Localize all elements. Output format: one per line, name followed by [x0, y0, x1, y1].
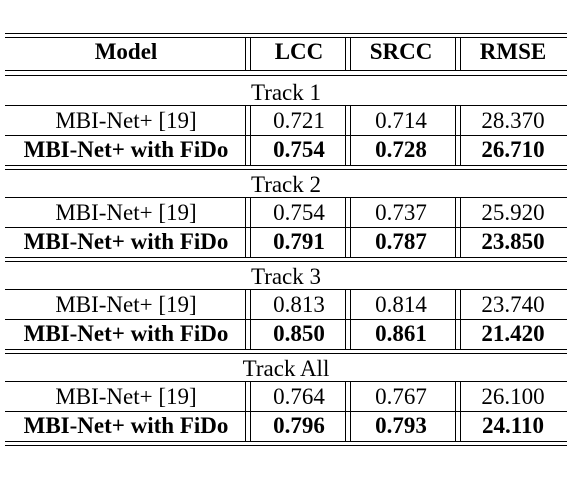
track-rule: [5, 165, 567, 167]
row-srcc: 0.793: [375, 413, 427, 438]
row-model: MBI-Net+ with FiDo: [23, 137, 229, 162]
row-model: MBI-Net+ with FiDo: [23, 413, 229, 438]
track-label: Track 1: [250, 80, 322, 105]
row-lcc: 0.721: [273, 108, 325, 133]
header-lcc: LCC: [274, 39, 324, 64]
row-lcc: 0.796: [273, 413, 325, 438]
row-srcc: 0.861: [375, 321, 427, 346]
row-lcc: 0.850: [273, 321, 325, 346]
top-rule: [5, 33, 567, 35]
row-srcc: 0.714: [375, 108, 427, 133]
row-rmse: 23.850: [481, 229, 545, 254]
track-rule: [5, 261, 567, 263]
row-model: MBI-Net+ with FiDo: [23, 321, 229, 346]
row-lcc: 0.813: [273, 292, 325, 317]
row-model: MBI-Net+ [19]: [55, 108, 197, 133]
row-lcc: 0.754: [273, 137, 325, 162]
track-rule: [5, 169, 567, 171]
track-label-rule: [5, 289, 567, 291]
header-rmse: RMSE: [479, 39, 547, 64]
track-rule: [5, 349, 567, 351]
row-rmse: 21.420: [481, 321, 545, 346]
row-rmse: 23.740: [481, 292, 545, 317]
column-divider: [345, 37, 347, 70]
track-rule: [5, 441, 567, 443]
row-lcc: 0.764: [273, 384, 325, 409]
row-srcc: 0.814: [375, 292, 427, 317]
column-divider: [460, 37, 462, 70]
track-label: Track 2: [250, 172, 322, 197]
row-rule: [5, 411, 567, 413]
row-rmse: 26.100: [481, 384, 545, 409]
row-rule: [5, 319, 567, 321]
header-rule: [5, 70, 567, 72]
track-label-rule: [5, 381, 567, 383]
row-model: MBI-Net+ with FiDo: [23, 229, 229, 254]
header-rule: [5, 75, 567, 77]
track-rule: [5, 353, 567, 355]
row-rule: [5, 135, 567, 137]
column-divider: [250, 37, 252, 70]
track-label-rule: [5, 105, 567, 107]
track-label: Track All: [242, 356, 330, 381]
row-rmse: 25.920: [481, 200, 545, 225]
row-lcc: 0.754: [273, 200, 325, 225]
row-lcc: 0.791: [273, 229, 325, 254]
track-label: Track 3: [250, 264, 322, 289]
top-rule: [5, 37, 567, 39]
column-divider: [245, 37, 247, 70]
column-divider: [455, 37, 457, 70]
row-model: MBI-Net+ [19]: [55, 200, 197, 225]
row-model: MBI-Net+ [19]: [55, 292, 197, 317]
header-model: Model: [94, 39, 158, 64]
track-rule: [5, 445, 567, 447]
row-rmse: 24.110: [482, 413, 544, 438]
row-rmse: 26.710: [481, 137, 545, 162]
row-rmse: 28.370: [481, 108, 545, 133]
header-srcc: SRCC: [369, 39, 433, 64]
row-srcc: 0.767: [375, 384, 427, 409]
row-srcc: 0.728: [375, 137, 427, 162]
track-label-rule: [5, 197, 567, 199]
track-rule: [5, 257, 567, 259]
row-srcc: 0.737: [375, 200, 427, 225]
column-divider: [350, 37, 352, 70]
row-model: MBI-Net+ [19]: [55, 384, 197, 409]
row-srcc: 0.787: [375, 229, 427, 254]
row-rule: [5, 227, 567, 229]
